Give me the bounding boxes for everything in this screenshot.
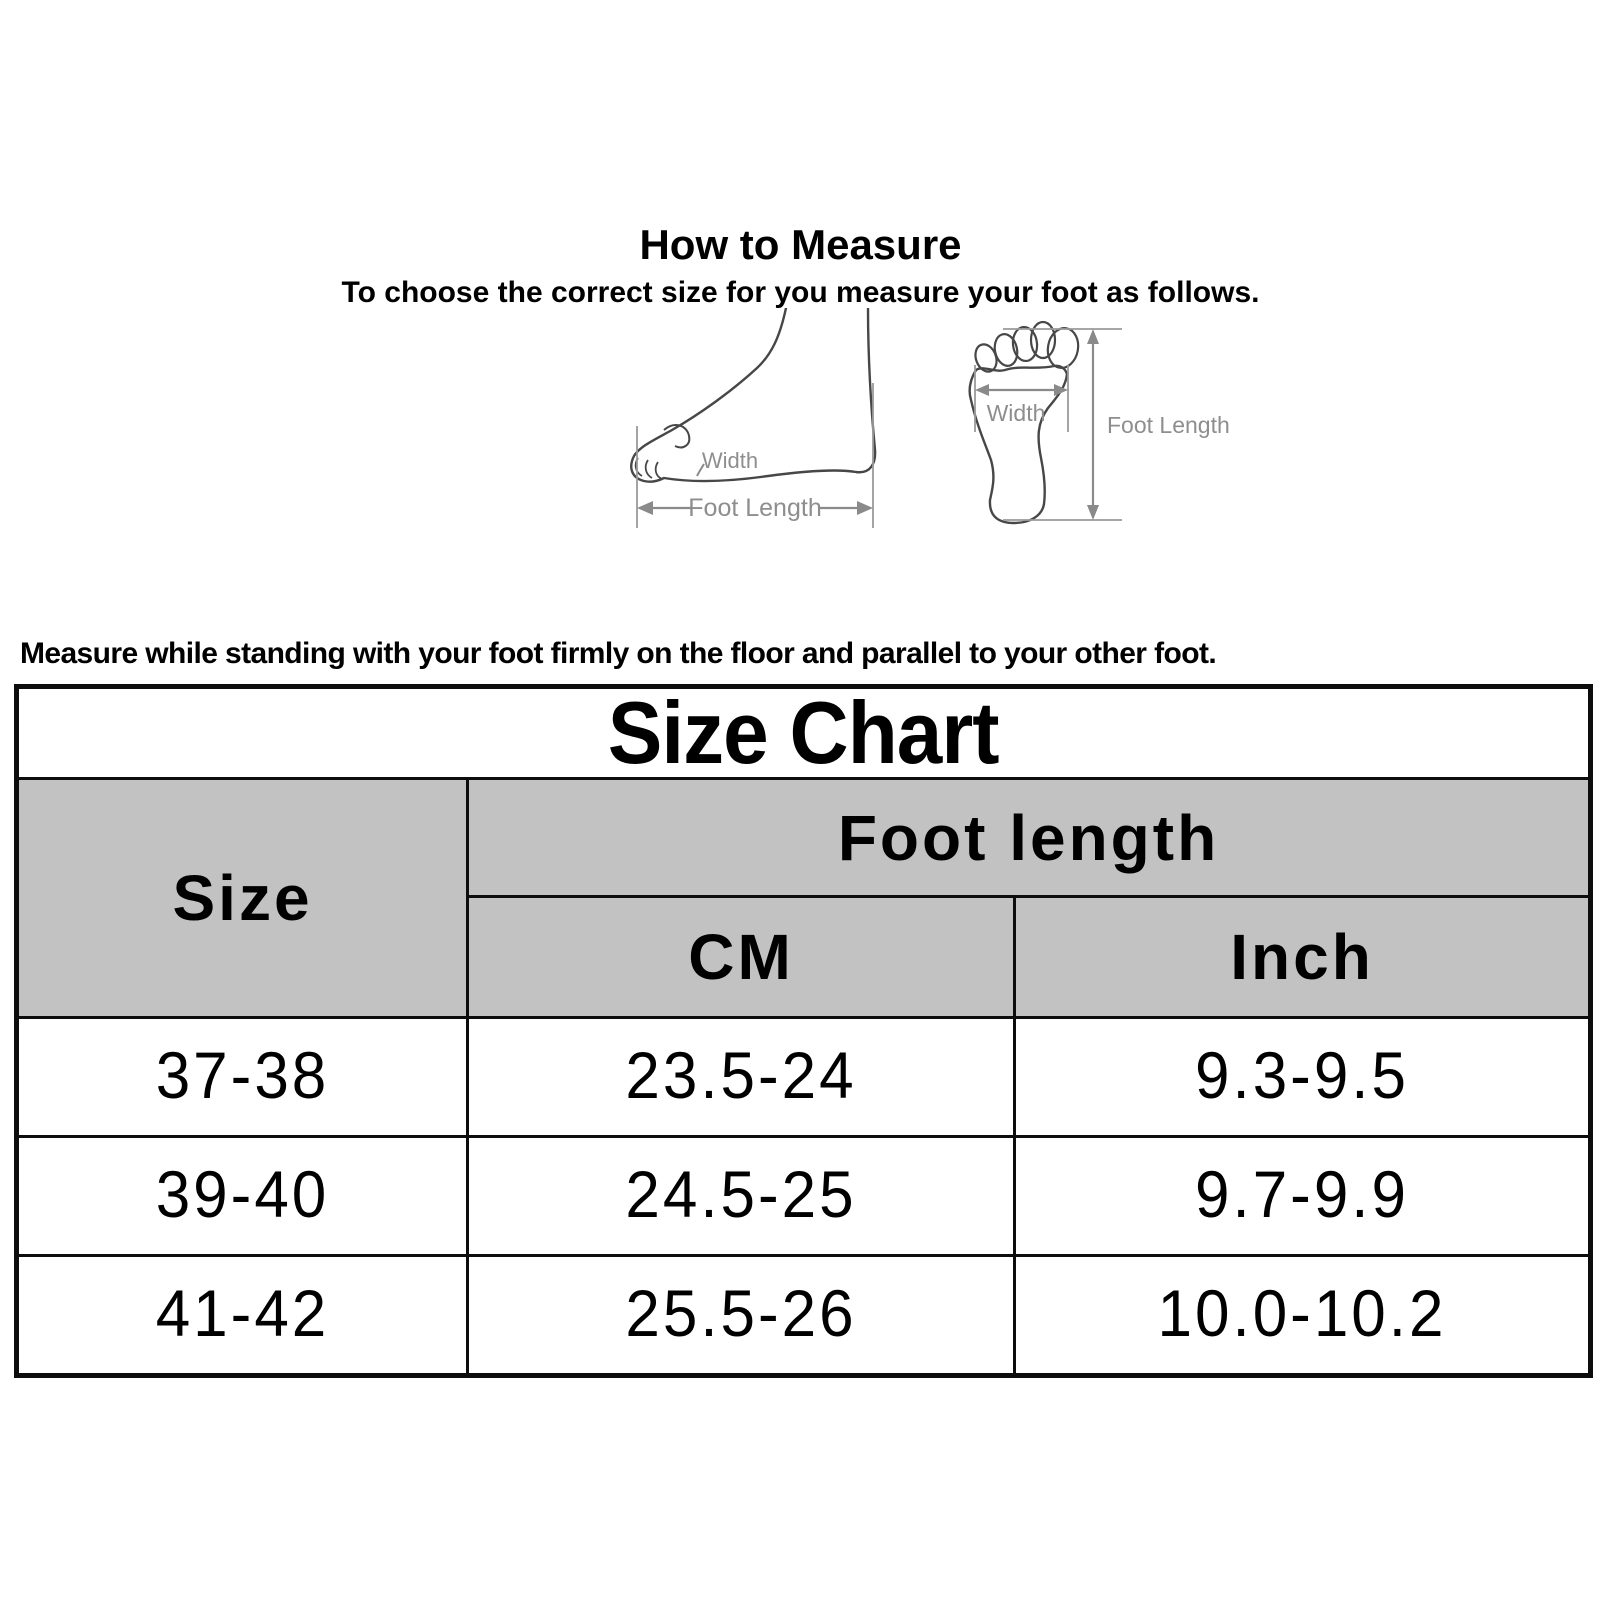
width-right-arrowhead-icon [1054,384,1068,396]
left-arrowhead-icon [637,501,653,515]
page-subtitle: To choose the correct size for you measu… [341,276,1260,309]
size-chart-title: Size Chart [608,686,1000,779]
foot-side-view-sketch: Width Foot Length [630,308,877,528]
cell-inch: 10.0-10.2 [1013,1254,1592,1377]
table-row: 41-42 25.5-26 10.0-10.2 [15,1254,1592,1377]
cell-inch: 9.7-9.9 [1013,1135,1592,1257]
table-row: 39-40 24.5-25 9.7-9.9 [15,1135,1592,1257]
col-header-inch: Inch [1013,895,1592,1019]
col-header-foot-length: Foot length [466,777,1592,898]
width-left-arrowhead-icon [975,384,989,396]
length-bottom-arrowhead-icon [1087,505,1099,520]
cell-cm: 24.5-25 [466,1135,1016,1257]
size-chart-title-cell: Size Chart [15,685,1592,780]
col-header-size: Size [15,777,469,1019]
sole-width-label: Width [987,400,1046,426]
side-foot-length-label: Foot Length [688,494,821,522]
cell-size: 41-42 [15,1254,469,1377]
size-chart-title-row: Size Chart [15,685,1592,780]
cell-size: 37-38 [15,1016,469,1138]
table-row: 37-38 23.5-24 9.3-9.5 [15,1016,1592,1138]
col-header-cm: CM [466,895,1016,1019]
cell-size: 39-40 [15,1135,469,1257]
header-row-group: Size Foot length [15,777,1592,1019]
cell-cm: 25.5-26 [466,1254,1016,1377]
foot-sole-view-sketch: Width Foot Length [968,320,1230,525]
measure-instruction: Measure while standing with your foot fi… [20,637,1217,670]
header-row-units: CM Inch [17,895,1592,1019]
cell-inch: 9.3-9.5 [1013,1016,1592,1138]
foot-measure-diagrams: Width Foot Length Width [630,308,1230,528]
sole-foot-length-label: Foot Length [1107,412,1230,438]
side-width-label: Width [702,448,758,473]
size-chart-table: Size Chart Size Foot length CM Inch [14,684,1593,1378]
right-arrowhead-icon [857,501,873,515]
cell-cm: 23.5-24 [466,1016,1016,1138]
length-top-arrowhead-icon [1087,329,1099,344]
page-title: How to Measure [639,221,962,268]
